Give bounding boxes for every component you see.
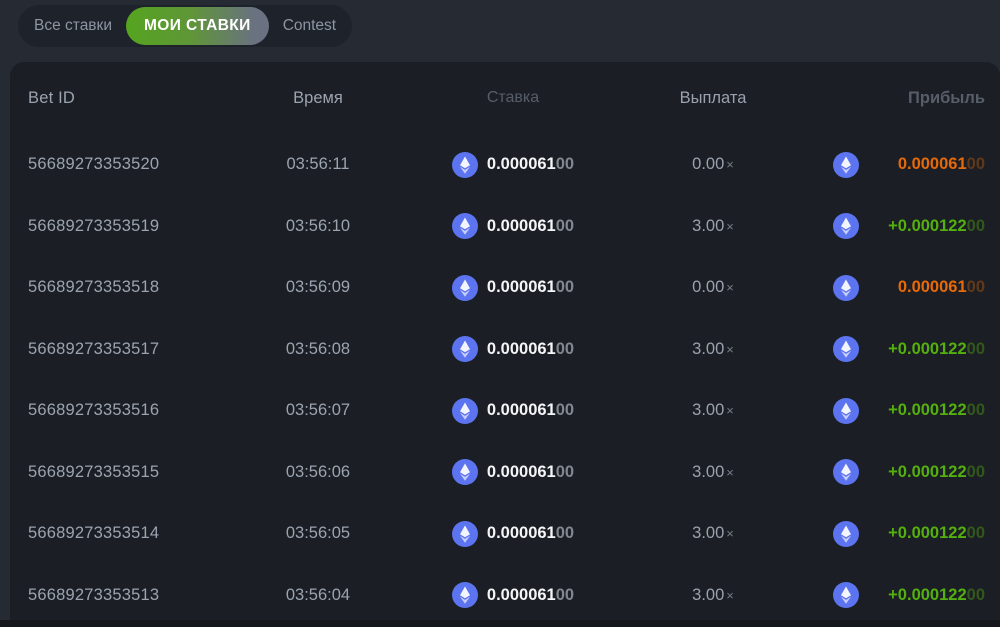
payout-multiplier: 3.00 × [692, 585, 734, 604]
payout-multiplier: 0.00 × [692, 278, 734, 297]
bet-amount: 0.00006100 [486, 585, 575, 604]
bottom-divider-strip [0, 620, 1000, 627]
profit-cell: +0.00012200 [798, 520, 985, 547]
payout-multiplier: 0.00 × [692, 155, 734, 174]
bet-time: 03:56:04 [285, 585, 351, 604]
eth-icon [833, 274, 859, 301]
profit-cell: 0.00006100 [798, 274, 985, 301]
bet-amount-cell: 0.00006100 [398, 459, 628, 486]
bet-amount: 0.00006100 [486, 524, 575, 543]
bet-time: 03:56:09 [285, 278, 351, 297]
profit-amount: +0.00012200 [888, 462, 985, 481]
bet-id: 56689273353517 [28, 339, 160, 358]
eth-icon [451, 459, 478, 486]
profit-cell: +0.00012200 [798, 397, 985, 424]
bet-amount-cell: 0.00006100 [398, 582, 628, 609]
header-time: Время [293, 88, 343, 107]
bet-amount-cell: 0.00006100 [398, 336, 628, 363]
bet-time: 03:56:05 [285, 524, 351, 543]
bet-amount: 0.00006100 [486, 339, 575, 358]
eth-icon [833, 213, 859, 240]
table-row[interactable]: 56689273353517 03:56:08 0.00006100 3.00 × [10, 319, 1000, 381]
payout-multiplier: 3.00 × [692, 524, 734, 543]
tab-contest[interactable]: Contest [282, 17, 337, 34]
bet-id: 56689273353519 [28, 216, 160, 235]
table-body: 56689273353520 03:56:11 0.00006100 0.00 × [10, 134, 1000, 626]
eth-icon [451, 582, 478, 609]
profit-cell: +0.00012200 [798, 213, 985, 240]
bet-time: 03:56:10 [285, 216, 351, 235]
eth-icon [833, 520, 859, 547]
bet-time: 03:56:06 [285, 462, 351, 481]
eth-icon [451, 520, 478, 547]
profit-amount: +0.00012200 [888, 401, 985, 420]
profit-cell: +0.00012200 [798, 582, 985, 609]
bet-id: 56689273353516 [28, 401, 160, 420]
profit-amount: 0.00006100 [897, 278, 985, 297]
profit-amount: +0.00012200 [888, 339, 985, 358]
bet-amount-cell: 0.00006100 [398, 213, 628, 240]
bet-amount: 0.00006100 [486, 462, 575, 481]
tab-all-bets[interactable]: Все ставки [34, 17, 112, 34]
profit-cell: +0.00012200 [798, 336, 985, 363]
tab-my-bets[interactable]: МОИ СТАВКИ [125, 7, 269, 45]
table-header-row: Bet ID Время Ставка Выплата Прибыль [10, 62, 1000, 134]
bet-id: 56689273353515 [28, 462, 160, 481]
header-bet-amount: Ставка [486, 89, 540, 106]
bet-id: 56689273353514 [28, 524, 160, 543]
table-row[interactable]: 56689273353515 03:56:06 0.00006100 3.00 × [10, 442, 1000, 504]
payout-multiplier: 3.00 × [692, 216, 734, 235]
bet-time: 03:56:11 [286, 155, 350, 174]
bet-amount: 0.00006100 [486, 401, 575, 420]
bet-amount-cell: 0.00006100 [398, 151, 628, 178]
payout-multiplier: 3.00 × [692, 401, 734, 420]
bet-amount-cell: 0.00006100 [398, 274, 628, 301]
table-row[interactable]: 56689273353520 03:56:11 0.00006100 0.00 × [10, 134, 1000, 196]
eth-icon [833, 397, 859, 424]
eth-icon [833, 582, 859, 609]
profit-amount: 0.00006100 [897, 155, 985, 174]
bet-id: 56689273353520 [28, 155, 160, 174]
bet-id: 56689273353513 [28, 585, 160, 604]
table-row[interactable]: 56689273353518 03:56:09 0.00006100 0.00 × [10, 257, 1000, 319]
payout-multiplier: 3.00 × [692, 462, 734, 481]
bet-amount: 0.00006100 [486, 278, 575, 297]
table-row[interactable]: 56689273353513 03:56:04 0.00006100 3.00 × [10, 565, 1000, 627]
eth-icon [451, 336, 478, 363]
bet-time: 03:56:07 [285, 401, 351, 420]
bets-tab-bar: Все ставки МОИ СТАВКИ Contest [18, 5, 353, 47]
header-payout: Выплата [679, 88, 747, 107]
profit-cell: 0.00006100 [798, 151, 985, 178]
bets-table-panel: Bet ID Время Ставка Выплата Прибыль 5668… [10, 62, 1000, 620]
eth-icon [451, 213, 478, 240]
bet-id: 56689273353518 [28, 278, 160, 297]
bet-time: 03:56:08 [285, 339, 351, 358]
eth-icon [833, 151, 859, 178]
profit-amount: +0.00012200 [888, 524, 985, 543]
table-row[interactable]: 56689273353516 03:56:07 0.00006100 3.00 × [10, 380, 1000, 442]
eth-icon [833, 459, 859, 486]
header-bet-id: Bet ID [28, 88, 76, 107]
header-profit: Прибыль [908, 88, 985, 107]
bet-amount-cell: 0.00006100 [398, 520, 628, 547]
payout-multiplier: 3.00 × [692, 339, 734, 358]
bet-amount: 0.00006100 [486, 216, 575, 235]
bet-amount-cell: 0.00006100 [398, 397, 628, 424]
table-row[interactable]: 56689273353519 03:56:10 0.00006100 3.00 × [10, 196, 1000, 258]
eth-icon [451, 274, 478, 301]
table-row[interactable]: 56689273353514 03:56:05 0.00006100 3.00 × [10, 503, 1000, 565]
eth-icon [451, 151, 478, 178]
profit-cell: +0.00012200 [798, 459, 985, 486]
profit-amount: +0.00012200 [888, 216, 985, 235]
eth-icon [833, 336, 859, 363]
eth-icon [451, 397, 478, 424]
bet-amount: 0.00006100 [486, 155, 575, 174]
profit-amount: +0.00012200 [888, 585, 985, 604]
